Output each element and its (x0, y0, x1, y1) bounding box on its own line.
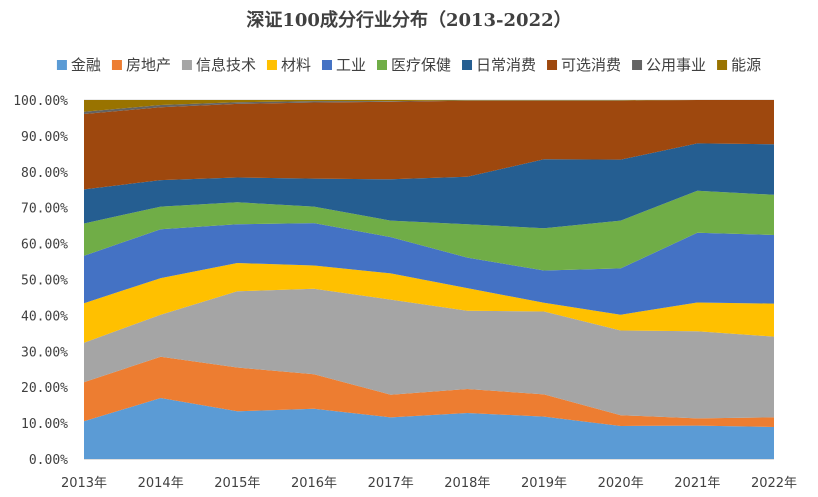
legend-swatch (111, 60, 122, 70)
legend-item: 能源 (717, 56, 761, 74)
y-tick-label: 10.00% (21, 417, 68, 432)
area-series (84, 223, 774, 315)
y-tick-label: 80.00% (21, 166, 68, 181)
x-tick-label: 2021年 (674, 476, 720, 491)
area-series-group (84, 100, 774, 459)
legend-label: 工业 (336, 56, 366, 74)
x-tick-label: 2013年 (61, 476, 107, 491)
legend-item: 材料 (266, 56, 311, 74)
y-tick-label: 30.00% (21, 345, 68, 360)
legend-swatch (266, 60, 277, 70)
legend-item: 可选消费 (547, 56, 621, 74)
legend-label: 可选消费 (561, 56, 621, 74)
legend-label: 医疗保健 (391, 56, 451, 74)
area-series (84, 143, 774, 229)
x-tick-label: 2016年 (291, 476, 337, 491)
legend-swatch (377, 60, 387, 70)
legend-item: 信息技术 (181, 56, 256, 74)
legend-item: 金融 (56, 56, 101, 74)
x-tick-label: 2015年 (214, 476, 260, 491)
x-tick-label: 2019年 (521, 476, 567, 491)
legend-swatch (632, 60, 643, 70)
legend-swatch (717, 60, 728, 70)
y-tick-label: 0.00% (29, 453, 68, 468)
y-tick-label: 100.00% (13, 94, 68, 109)
legend-label: 能源 (731, 56, 761, 74)
area-series (84, 100, 774, 114)
x-tick-label: 2018年 (444, 476, 490, 491)
area-series (84, 100, 774, 112)
chart-title: 深证100成分行业分布（2013-2022） (246, 9, 571, 31)
y-axis: 0.00% 10.00% 20.00% 30.00% 40.00% 50.00% 60.00… (13, 94, 68, 468)
legend-swatch (547, 60, 558, 70)
y-tick-label: 90.00% (21, 130, 68, 145)
legend-item: 公用事业 (632, 56, 706, 74)
legend: 金融 房地产 信息技术 材料 工业 医疗保健 日常消费 可选消费 公用事业 能源 (56, 56, 761, 74)
legend-label: 金融 (71, 56, 101, 74)
legend-item: 房地产 (111, 56, 171, 74)
x-tick-label: 2022年 (751, 476, 797, 491)
legend-label: 信息技术 (196, 56, 256, 74)
legend-label: 公用事业 (646, 56, 706, 74)
area-series (84, 100, 774, 190)
y-tick-label: 50.00% (21, 274, 68, 289)
x-tick-label: 2020年 (598, 476, 644, 491)
x-tick-label: 2014年 (138, 476, 184, 491)
legend-swatch (462, 60, 473, 70)
legend-swatch (56, 60, 67, 70)
y-tick-label: 60.00% (21, 238, 68, 253)
legend-swatch (181, 60, 192, 70)
x-tick-label: 2017年 (368, 476, 414, 491)
area-series (84, 288, 774, 419)
legend-item: 医疗保健 (377, 56, 451, 74)
x-axis: 2013年 2014年 2015年 2016年 2017年 2018年 2019年 2020年… (61, 476, 797, 491)
area-series (84, 263, 774, 343)
legend-label: 日常消费 (476, 56, 536, 74)
legend-label: 材料 (281, 56, 311, 74)
legend-swatch (321, 60, 332, 70)
area-series (84, 398, 774, 459)
legend-item: 工业 (321, 56, 366, 74)
y-tick-label: 40.00% (21, 309, 68, 324)
area-series (84, 190, 774, 271)
y-tick-label: 20.00% (21, 381, 68, 396)
y-tick-label: 70.00% (21, 202, 68, 217)
legend-item: 日常消费 (462, 56, 536, 74)
legend-label: 房地产 (126, 56, 171, 74)
